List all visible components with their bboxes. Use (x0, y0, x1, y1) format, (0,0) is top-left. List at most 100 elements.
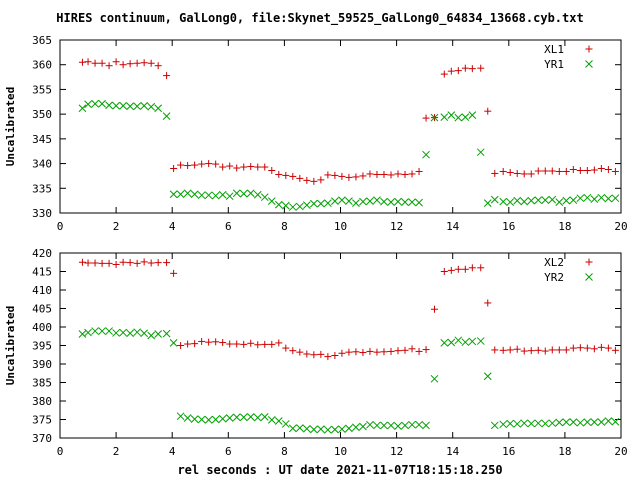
data-point (590, 166, 598, 174)
data-point (140, 329, 149, 338)
data-point (490, 421, 499, 430)
data-point (331, 351, 339, 359)
data-point (373, 421, 381, 430)
data-point (126, 102, 134, 111)
x-tick-label: 16 (502, 445, 515, 458)
data-point (373, 348, 381, 356)
data-point (84, 100, 92, 109)
x-tick-label: 6 (225, 220, 232, 233)
data-point (490, 195, 499, 204)
y-tick-label: 415 (32, 266, 52, 279)
data-point (541, 167, 549, 175)
data-point (317, 176, 325, 184)
data-point (112, 101, 120, 110)
data-point (583, 193, 592, 202)
x-tick-label: 18 (558, 220, 571, 233)
data-point (112, 329, 120, 337)
data-point (527, 419, 536, 428)
data-point (534, 346, 542, 354)
data-point (198, 160, 206, 168)
data-point (597, 343, 605, 351)
data-point (394, 197, 402, 206)
data-point (261, 340, 269, 348)
data-point (366, 170, 374, 178)
data-point (98, 259, 106, 267)
data-point (219, 339, 227, 347)
data-point (147, 102, 156, 111)
legend-entry: YR2 (544, 271, 593, 284)
data-point (91, 259, 99, 267)
data-point (310, 177, 318, 185)
data-point (576, 166, 584, 174)
data-point (302, 201, 311, 209)
data-point (408, 198, 416, 206)
y-tick-label: 370 (32, 432, 52, 445)
data-point (461, 64, 469, 72)
data-point (345, 173, 353, 181)
x-tick-label: 2 (113, 445, 120, 458)
data-point (506, 198, 515, 206)
data-point (408, 170, 416, 178)
data-point (520, 170, 528, 178)
data-point (119, 101, 127, 110)
data-point (91, 327, 99, 335)
series-YR2 (78, 327, 620, 434)
data-point (461, 338, 470, 347)
data-point (422, 150, 430, 159)
data-point (282, 171, 290, 179)
data-point (527, 170, 535, 178)
data-point (461, 265, 469, 273)
data-point (352, 423, 360, 432)
x-tick-label: 8 (281, 445, 288, 458)
y-tick-label: 355 (32, 83, 52, 96)
data-point (275, 339, 283, 347)
data-point (219, 163, 227, 171)
data-point (548, 419, 557, 428)
data-point (170, 269, 178, 277)
data-point (183, 414, 192, 422)
data-point (233, 164, 241, 172)
data-point (226, 340, 234, 348)
data-point (380, 170, 388, 178)
data-point (352, 348, 360, 356)
data-point (225, 192, 234, 201)
data-point (78, 104, 87, 113)
y-tick-label: 395 (32, 340, 52, 353)
data-point (289, 172, 297, 180)
data-point (133, 59, 141, 67)
data-point (162, 112, 171, 120)
data-point (440, 339, 449, 347)
data-point (401, 198, 409, 206)
data-point (240, 163, 248, 171)
data-point (133, 259, 141, 267)
data-point (476, 148, 485, 157)
data-point (274, 417, 283, 425)
data-point (288, 424, 297, 433)
data-point (387, 171, 395, 179)
data-point (454, 67, 462, 75)
data-point (447, 266, 455, 274)
x-tick-label: 18 (558, 445, 571, 458)
data-point (267, 197, 276, 205)
data-point (147, 259, 155, 267)
data-point (468, 337, 477, 346)
data-point (611, 346, 619, 354)
data-point (408, 420, 416, 429)
data-point (126, 329, 134, 338)
y-tick-label: 390 (32, 358, 52, 371)
data-point (345, 197, 353, 205)
data-point (366, 420, 374, 429)
data-point (205, 160, 213, 168)
data-point (163, 259, 171, 267)
data-point (534, 196, 543, 205)
data-point (310, 351, 318, 359)
chart-title: HIRES continuum, GalLong0, file:Skynet_5… (56, 11, 584, 25)
data-point (373, 170, 381, 178)
data-point (324, 426, 332, 434)
data-point (359, 349, 367, 357)
data-point (562, 346, 570, 354)
x-tick-label: 12 (390, 220, 403, 233)
data-point (440, 268, 448, 275)
data-point (583, 166, 591, 174)
